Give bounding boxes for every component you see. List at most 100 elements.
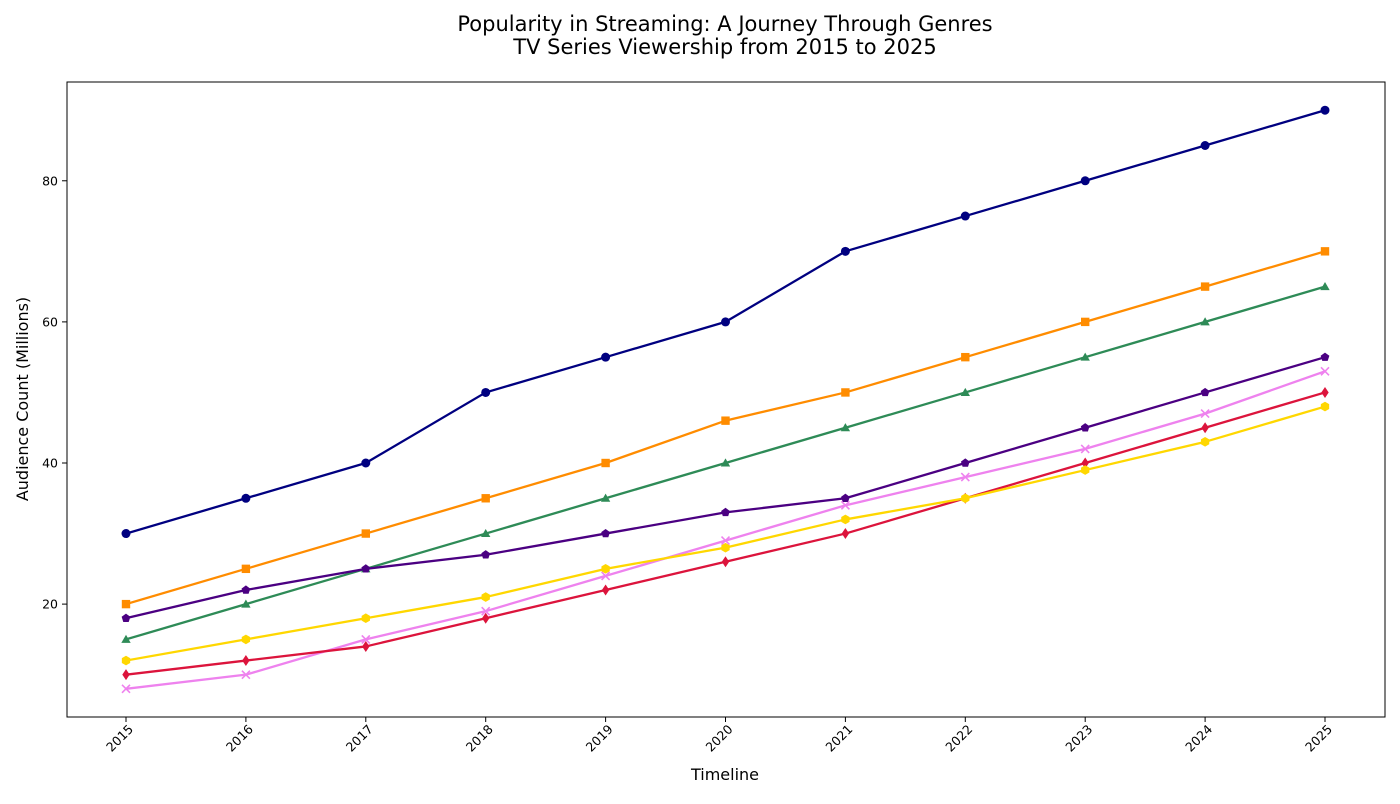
data-point-pentagon <box>361 564 371 573</box>
data-point-square <box>1320 247 1330 256</box>
data-point-pentagon <box>721 507 730 517</box>
data-point-pentagon <box>841 493 850 502</box>
data-point-square <box>241 564 251 574</box>
x-tick-label: 2024 <box>1182 721 1215 754</box>
data-point-circle <box>1200 141 1210 150</box>
data-point-x <box>481 606 491 616</box>
data-point-triangle <box>481 528 491 538</box>
data-point-x <box>241 670 251 680</box>
data-point-diamond <box>601 584 610 596</box>
data-point-square <box>481 494 490 503</box>
data-point-x <box>720 536 731 546</box>
data-point-triangle <box>121 634 131 643</box>
data-point-circle <box>721 317 730 327</box>
data-point-triangle <box>960 387 970 396</box>
data-point-triangle <box>720 458 731 467</box>
x-tick-label: 2015 <box>103 722 136 755</box>
x-tick-label: 2017 <box>343 722 376 755</box>
data-point-x <box>361 634 371 644</box>
data-point-triangle <box>1080 352 1090 361</box>
data-point-hexagon <box>961 493 970 504</box>
data-point-hexagon <box>1200 437 1210 447</box>
data-point-hexagon <box>841 514 850 525</box>
data-point-x <box>840 500 850 510</box>
x-tick-label: 2023 <box>1062 722 1095 755</box>
data-point-diamond <box>841 528 850 540</box>
plot-area: 20 40 60 80 2015 2016 2017 2018 2019 2020 2021 2022… <box>42 81 1386 755</box>
x-tick-label: 2016 <box>223 721 256 754</box>
data-point-diamond <box>482 612 490 624</box>
data-point-x <box>1200 409 1210 419</box>
data-point-triangle <box>1200 317 1210 326</box>
data-point-hexagon <box>1081 465 1090 475</box>
x-tick-label: 2020 <box>703 721 736 754</box>
data-point-square <box>121 599 131 609</box>
data-point-diamond <box>242 655 250 667</box>
data-point-circle <box>361 458 371 468</box>
data-point-hexagon <box>1320 401 1330 412</box>
x-axis-label: Timeline <box>690 765 759 784</box>
data-point-circle <box>481 387 491 397</box>
y-axis-label: Audience Count (Millions) <box>13 297 32 501</box>
data-point-diamond <box>122 669 130 681</box>
data-point-circle <box>241 493 251 503</box>
y-tick-label: 40 <box>42 456 58 471</box>
data-point-hexagon <box>481 592 490 602</box>
data-point-pentagon <box>601 528 610 538</box>
x-tick-label: 2021 <box>822 722 855 755</box>
data-point-square <box>361 529 370 538</box>
y-tick-label: 20 <box>42 597 58 612</box>
data-point-x <box>1320 366 1330 376</box>
x-tick-label: 2018 <box>463 721 496 754</box>
data-point-diamond <box>1321 386 1329 398</box>
data-point-hexagon <box>601 564 610 574</box>
data-point-hexagon <box>241 634 251 645</box>
data-point-diamond <box>362 640 370 652</box>
data-point-x <box>121 684 131 694</box>
x-tick-label: 2025 <box>1302 722 1335 755</box>
data-point-pentagon <box>960 458 970 467</box>
x-tick-label: 2019 <box>583 721 616 754</box>
chart-title: Popularity in Streaming: A Journey Throu… <box>457 12 992 36</box>
data-point-circle <box>1320 105 1330 115</box>
data-point-square <box>1081 317 1090 327</box>
data-point-pentagon <box>241 585 251 594</box>
plot-frame <box>66 81 1386 718</box>
chart-subtitle: TV Series Viewership from 2015 to 2025 <box>512 35 936 59</box>
data-point-triangle <box>1320 282 1330 291</box>
data-point-pentagon <box>1200 387 1210 397</box>
data-point-diamond <box>1081 457 1089 469</box>
series-line-6 <box>124 391 1327 676</box>
data-point-circle <box>840 246 850 256</box>
data-point-pentagon <box>481 550 491 559</box>
data-point-x <box>960 472 970 482</box>
data-point-square <box>601 458 610 468</box>
data-point-pentagon <box>1320 352 1330 361</box>
y-tick-label: 80 <box>42 173 58 188</box>
data-point-diamond <box>721 556 730 568</box>
series-line-4 <box>124 356 1327 620</box>
data-point-x <box>601 571 611 581</box>
data-point-square <box>721 416 730 425</box>
data-point-square <box>841 388 850 397</box>
data-point-triangle <box>241 599 251 608</box>
data-point-hexagon <box>361 613 370 624</box>
data-point-hexagon <box>121 655 131 666</box>
data-point-square <box>1200 282 1210 291</box>
data-point-triangle <box>840 423 851 432</box>
data-point-square <box>961 352 970 362</box>
data-point-triangle <box>600 493 611 502</box>
data-point-pentagon <box>121 613 131 622</box>
data-point-hexagon <box>721 542 730 553</box>
data-point-circle <box>1080 176 1090 186</box>
data-point-pentagon <box>1080 423 1090 432</box>
data-point-circle <box>601 352 611 362</box>
data-point-circle <box>121 529 131 539</box>
y-tick-label: 60 <box>42 314 58 329</box>
x-tick-label: 2022 <box>942 722 975 755</box>
data-point-diamond <box>1201 422 1209 434</box>
data-point-x <box>1080 444 1090 454</box>
data-point-circle <box>960 211 970 221</box>
